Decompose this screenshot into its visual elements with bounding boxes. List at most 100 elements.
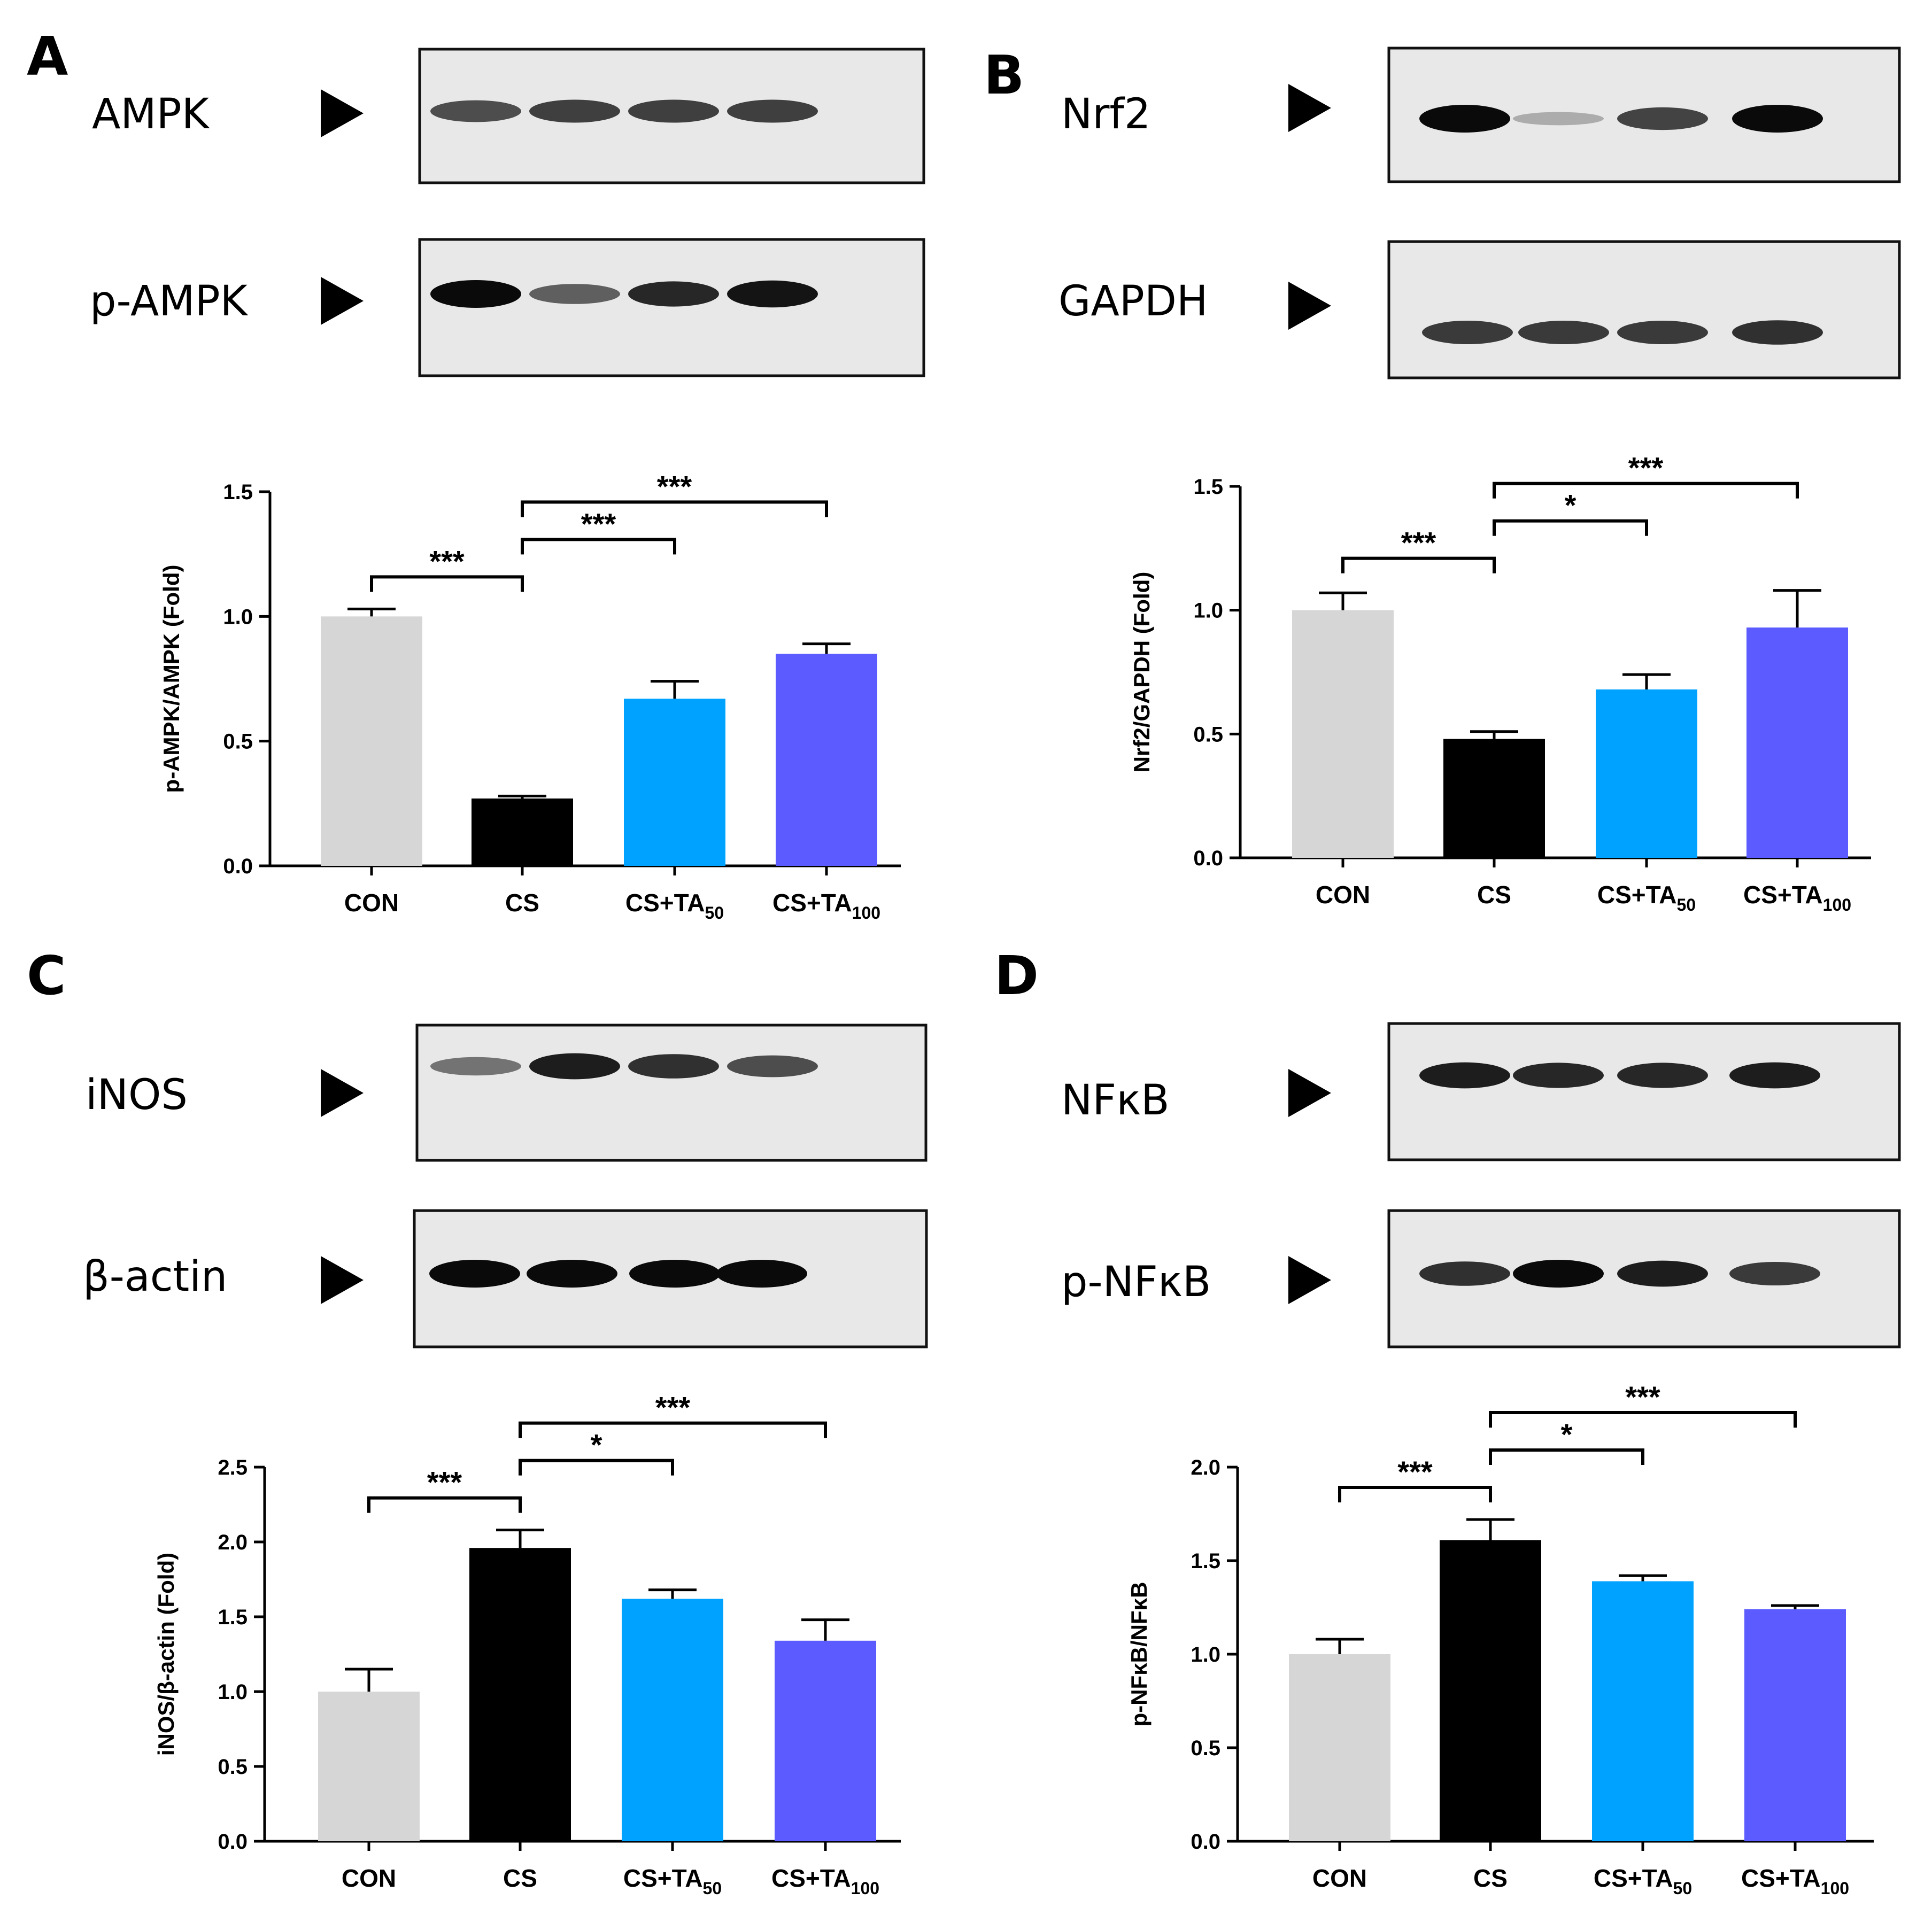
panel-letter: A bbox=[27, 25, 68, 88]
blot-band bbox=[529, 284, 620, 304]
blot-label: AMPK bbox=[92, 90, 210, 138]
bar bbox=[1289, 1654, 1390, 1841]
y-tick-label: 1.0 bbox=[1193, 599, 1223, 623]
significance-label: * bbox=[1565, 489, 1576, 522]
x-tick-label: CS bbox=[505, 889, 539, 917]
y-tick-label: 0.5 bbox=[223, 730, 253, 754]
y-tick-label: 1.0 bbox=[1191, 1643, 1220, 1666]
blot-band bbox=[727, 280, 818, 308]
bar bbox=[469, 1548, 571, 1841]
blot-band bbox=[430, 280, 521, 308]
y-tick-label: 2.0 bbox=[218, 1531, 248, 1554]
blot-band bbox=[1518, 321, 1609, 344]
significance-bracket bbox=[370, 575, 524, 592]
blot-band bbox=[727, 1055, 818, 1077]
panel-letter: B bbox=[984, 44, 1024, 106]
significance-label: *** bbox=[1397, 1455, 1433, 1489]
significance-label: *** bbox=[1401, 526, 1436, 560]
blot-image bbox=[415, 1024, 928, 1162]
y-tick-label: 0.0 bbox=[1191, 1830, 1220, 1854]
significance-bracket bbox=[1489, 1448, 1644, 1465]
panel-letter: D bbox=[994, 944, 1039, 1007]
arrow-icon bbox=[321, 1256, 364, 1304]
blot-band bbox=[628, 1054, 719, 1079]
category-name: CON bbox=[344, 889, 399, 917]
panel-d: D NFκB p-NFκB 0.0 0.5 1.0 1.5 2.0 p-NFκB/NFκB CON… bbox=[994, 944, 1901, 1898]
blot-label: β-actin bbox=[83, 1253, 227, 1301]
y-tick-label: 1.0 bbox=[223, 605, 253, 629]
category-subscript: 100 bbox=[1821, 1879, 1849, 1898]
y-tick-label: 1.5 bbox=[223, 480, 253, 504]
blot-band bbox=[727, 99, 818, 123]
y-tick-label: 2.5 bbox=[218, 1456, 248, 1479]
x-tick-label: CS bbox=[1473, 1864, 1508, 1892]
x-tick-label: CS+TA100 bbox=[1743, 881, 1851, 914]
bar bbox=[1292, 610, 1394, 858]
category-name: CS bbox=[503, 1864, 537, 1892]
category-name: CS bbox=[1473, 1864, 1508, 1892]
x-tick-label: CON bbox=[1316, 881, 1370, 909]
bar bbox=[472, 799, 573, 866]
bar-chart: 0.0 0.5 1.0 1.5 2.0 2.5 iNOS/β-actin (Fold) CON… bbox=[153, 1391, 901, 1898]
bar bbox=[622, 1599, 723, 1841]
y-tick-label: 1.5 bbox=[1193, 475, 1223, 499]
y-axis-label: iNOS/β-actin (Fold) bbox=[153, 1553, 179, 1756]
blot-band bbox=[1422, 321, 1513, 344]
panel-b: B Nrf2 GAPDH 0.0 0.5 1.0 1.5 Nrf2/GAPDH (Fold) C… bbox=[984, 44, 1901, 914]
x-tick-label: CS+TA100 bbox=[772, 889, 880, 923]
significance-label: * bbox=[1561, 1417, 1573, 1451]
category-name: CS+TA bbox=[1594, 1864, 1673, 1892]
blot-band bbox=[1513, 1260, 1604, 1288]
category-name: CON bbox=[1312, 1864, 1367, 1892]
bar bbox=[776, 654, 877, 866]
category-name: CS bbox=[1477, 881, 1511, 909]
significance-label: * bbox=[591, 1428, 602, 1462]
y-tick-label: 0.0 bbox=[1193, 847, 1223, 870]
category-subscript: 100 bbox=[1823, 895, 1851, 914]
blot-band bbox=[529, 1053, 620, 1080]
blot-band bbox=[1732, 320, 1823, 345]
significance-bracket bbox=[1341, 556, 1496, 573]
y-tick-label: 2.0 bbox=[1191, 1456, 1220, 1479]
category-name: CS+TA bbox=[772, 889, 852, 917]
blot-label: NFκB bbox=[1061, 1076, 1170, 1125]
category-name: CON bbox=[342, 1864, 396, 1892]
blot-band bbox=[1419, 1062, 1510, 1089]
bar bbox=[1592, 1581, 1694, 1841]
blot-band bbox=[1617, 107, 1708, 130]
x-tick-label: CS+TA50 bbox=[623, 1864, 722, 1898]
arrow-icon bbox=[321, 277, 364, 325]
y-tick-label: 0.5 bbox=[218, 1755, 248, 1779]
bar bbox=[318, 1692, 420, 1841]
category-subscript: 50 bbox=[1677, 895, 1696, 914]
blot-band bbox=[1617, 1260, 1708, 1287]
arrow-icon bbox=[1288, 84, 1331, 132]
significance-bracket bbox=[1338, 1486, 1492, 1502]
bar bbox=[1746, 627, 1848, 858]
blot-label: Nrf2 bbox=[1061, 90, 1151, 138]
blot-band bbox=[1732, 105, 1823, 133]
panel-a: A AMPK p-AMPK 0.0 0.5 1.0 1.5 p-AMPK/AMPK (Fold… bbox=[27, 25, 925, 923]
x-tick-label: CON bbox=[342, 1864, 396, 1892]
blot-band bbox=[716, 1260, 807, 1288]
blot-band bbox=[628, 281, 719, 307]
significance-label: *** bbox=[581, 507, 616, 540]
category-subscript: 100 bbox=[852, 903, 880, 923]
significance-bracket bbox=[1489, 1411, 1797, 1428]
significance-label: *** bbox=[1625, 1380, 1660, 1414]
arrow-icon bbox=[1288, 1069, 1331, 1117]
blot-band bbox=[1617, 1063, 1708, 1088]
category-name: CS bbox=[505, 889, 539, 917]
y-tick-label: 0.0 bbox=[218, 1830, 248, 1854]
y-tick-label: 1.0 bbox=[218, 1680, 248, 1704]
x-tick-label: CS+TA100 bbox=[771, 1864, 879, 1898]
bar bbox=[321, 616, 422, 866]
arrow-icon bbox=[1288, 282, 1331, 330]
y-tick-label: 0.5 bbox=[1193, 723, 1223, 746]
bar bbox=[1744, 1609, 1846, 1841]
category-name: CS+TA bbox=[1597, 881, 1677, 909]
x-tick-label: CON bbox=[344, 889, 399, 917]
